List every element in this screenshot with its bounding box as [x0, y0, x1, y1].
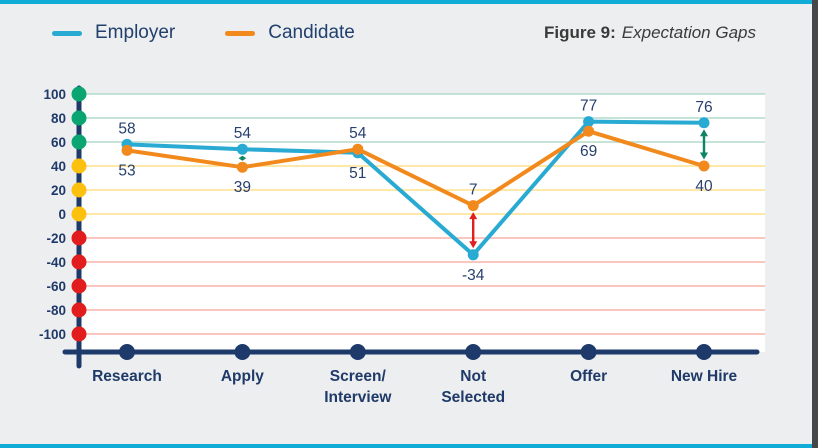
svg-text:Screen/: Screen/: [330, 368, 387, 385]
svg-text:40: 40: [51, 159, 66, 174]
svg-text:76: 76: [695, 99, 712, 116]
figure-caption: Expectation Gaps: [621, 23, 756, 42]
svg-text:0: 0: [58, 207, 66, 222]
legend: Employer Candidate: [52, 22, 355, 44]
series-employer: [121, 116, 710, 261]
plot-area: [79, 94, 765, 352]
legend-item-candidate: Candidate: [225, 22, 355, 44]
category-labels: Research Apply Screen/Interview Not Selected…: [92, 368, 737, 406]
svg-text:40: 40: [695, 178, 713, 195]
x-axis: [62, 344, 760, 360]
svg-text:Selected: Selected: [441, 389, 505, 406]
svg-text:53: 53: [118, 162, 135, 179]
svg-text:39: 39: [234, 179, 251, 196]
svg-text:20: 20: [51, 183, 66, 198]
svg-text:54: 54: [349, 125, 367, 142]
svg-text:54: 54: [234, 125, 252, 142]
svg-text:7: 7: [469, 182, 478, 199]
svg-text:-20: -20: [46, 231, 66, 246]
svg-text:Offer: Offer: [570, 368, 607, 385]
svg-text:-60: -60: [46, 279, 66, 294]
svg-text:Research: Research: [92, 368, 162, 385]
bottom-accent-bar: [0, 444, 818, 448]
svg-text:100: 100: [43, 87, 66, 102]
svg-text:New Hire: New Hire: [671, 368, 738, 385]
svg-text:-100: -100: [39, 327, 66, 342]
employer-line-swatch: [52, 30, 82, 36]
legend-item-employer: Employer: [52, 22, 175, 44]
legend-label-employer: Employer: [95, 22, 176, 43]
svg-text:51: 51: [349, 165, 366, 182]
figure-number: Figure 9:: [544, 23, 616, 42]
data-labels: 58 54 51 -34 77 76 53 39 54 7 69 40: [118, 98, 713, 284]
top-accent-bar: [0, 0, 818, 4]
svg-text:-80: -80: [46, 303, 66, 318]
right-accent-bar: [812, 0, 818, 448]
svg-text:77: 77: [580, 98, 597, 115]
svg-text:-40: -40: [46, 255, 66, 270]
svg-text:-34: -34: [462, 267, 485, 284]
svg-text:Apply: Apply: [221, 368, 264, 385]
y-axis: 100 80 60 40 20 0 -20 -40 -60 -80 -100: [39, 85, 87, 369]
svg-text:Not: Not: [460, 368, 486, 385]
gap-arrows: [238, 129, 708, 249]
chart-header: Employer Candidate Figure 9: Expectation …: [52, 16, 756, 50]
svg-text:Interview: Interview: [324, 389, 392, 406]
svg-text:80: 80: [51, 111, 66, 126]
series-candidate: [121, 125, 710, 212]
candidate-line-swatch: [225, 30, 256, 36]
gridlines: [79, 93, 765, 335]
svg-text:60: 60: [51, 135, 66, 150]
svg-text:58: 58: [118, 120, 135, 137]
figure-title: Figure 9: Expectation Gaps: [544, 23, 756, 43]
svg-text:69: 69: [580, 143, 597, 160]
legend-label-candidate: Candidate: [268, 22, 355, 43]
